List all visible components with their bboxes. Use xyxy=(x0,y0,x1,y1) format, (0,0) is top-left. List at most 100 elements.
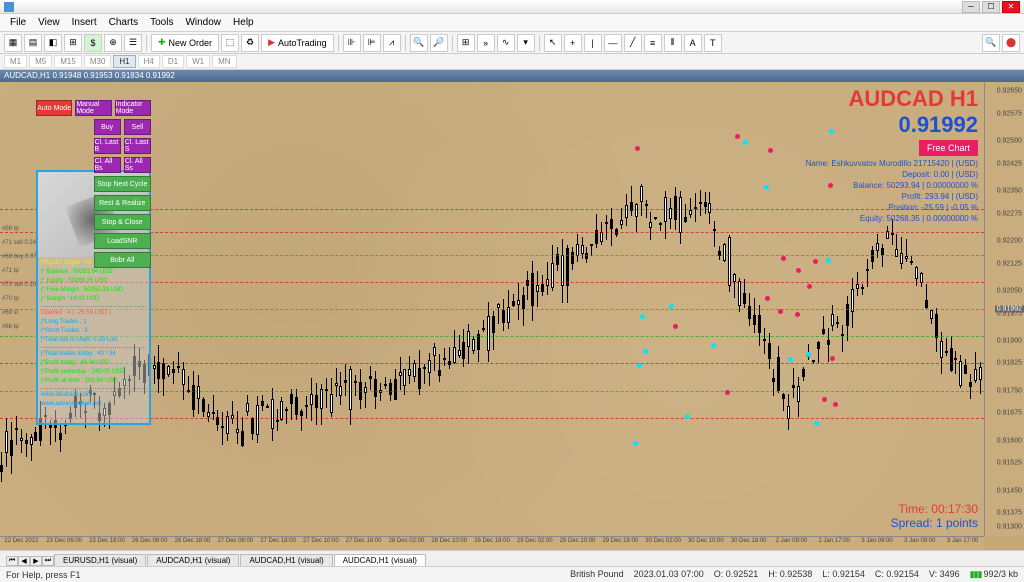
crosshair-icon[interactable]: + xyxy=(564,34,582,52)
chart-line-icon[interactable]: ⩘ xyxy=(383,34,401,52)
chart-area[interactable]: Auto Mode Manual Mode Indicator Mode Buy… xyxy=(0,82,984,536)
chart-tab[interactable]: AUDCAD,H1 (visual) xyxy=(334,554,426,566)
close-button[interactable]: ✕ xyxy=(1002,1,1020,13)
menu-window[interactable]: Window xyxy=(179,15,227,30)
chart-tab[interactable]: AUDCAD,H1 (visual) xyxy=(147,554,239,566)
buy-button[interactable]: Buy xyxy=(94,119,121,135)
fib-icon[interactable]: ⫴ xyxy=(664,34,682,52)
timeframe-bar: M1M5M15M30H1H4D1W1MN xyxy=(0,54,1024,70)
titlebar: ─ ☐ ✕ xyxy=(0,0,1024,14)
menu-view[interactable]: View xyxy=(32,15,66,30)
tab-prev-icon[interactable]: ◀ xyxy=(18,556,30,566)
tab-next-icon[interactable]: ▶ xyxy=(30,556,42,566)
chart-candle-icon[interactable]: ⊫ xyxy=(363,34,381,52)
chart-bar-icon[interactable]: ⊪ xyxy=(343,34,361,52)
tool-icon[interactable]: ⬤ xyxy=(1002,34,1020,52)
app-icon xyxy=(4,2,14,12)
statusbar: For Help, press F1 British Pound 2023.01… xyxy=(0,566,1024,582)
close-last-sell-button[interactable]: Cl. Last S xyxy=(124,138,151,154)
tool-icon[interactable]: ◧ xyxy=(44,34,62,52)
sell-button[interactable]: Sell xyxy=(124,119,151,135)
timeframe-H4[interactable]: H4 xyxy=(138,55,160,68)
toolbar: ▦ ▤ ◧ ⊞ $ ⊕ ☰ New Order ⬚ ♻ AutoTrading … xyxy=(0,32,1024,54)
chart-tab[interactable]: EURUSD,H1 (visual) xyxy=(54,554,146,566)
tool-icon[interactable]: ⬚ xyxy=(221,34,239,52)
window-buttons: ─ ☐ ✕ xyxy=(962,1,1020,13)
menu-help[interactable]: Help xyxy=(227,15,260,30)
status-high: H: 0.92538 xyxy=(768,569,812,580)
account-info: Name: Eshkuvvatov Murodillo 21715420 | (… xyxy=(806,158,978,224)
stop-close-button[interactable]: Stop & Close xyxy=(94,214,152,230)
close-all-sells-button[interactable]: Cl. All Ss xyxy=(124,157,151,173)
timeframe-MN[interactable]: MN xyxy=(212,55,236,68)
ea-panel: Auto Mode Manual Mode Indicator Mode Buy… xyxy=(36,100,151,271)
tab-nav: ⏮ ◀ ▶ ⏭ xyxy=(6,556,54,566)
status-date: 2023.01.03 07:00 xyxy=(634,569,704,580)
manual-mode-button[interactable]: Manual Mode xyxy=(75,100,111,116)
tool-icon[interactable]: 🔍 xyxy=(982,34,1000,52)
free-chart-button[interactable]: Free Chart xyxy=(919,140,978,156)
info-panel-text: |*Equity Target : 68.15 USD |* Balance :… xyxy=(38,257,149,411)
spread-label: Spread: 1 points xyxy=(891,516,978,530)
time-label: Time: 00:17:30 xyxy=(891,502,978,516)
rest-realize-button[interactable]: Rest & Realize xyxy=(94,195,152,211)
tool-icon[interactable]: ⊞ xyxy=(64,34,82,52)
close-all-buys-button[interactable]: Cl. All Bs xyxy=(94,157,121,173)
zoom-in-icon[interactable]: 🔍 xyxy=(410,34,428,52)
status-vol: V: 3496 xyxy=(929,569,960,580)
menu-file[interactable]: File xyxy=(4,15,32,30)
timeframe-W1[interactable]: W1 xyxy=(186,55,210,68)
tool-icon[interactable]: ☰ xyxy=(124,34,142,52)
text-icon[interactable]: A xyxy=(684,34,702,52)
cursor-icon[interactable]: ↖ xyxy=(544,34,562,52)
status-connection: 992/3 kb xyxy=(970,569,1018,580)
load-snr-button[interactable]: LoadSNR xyxy=(94,233,152,249)
timeframe-M15[interactable]: M15 xyxy=(54,55,82,68)
timeframe-D1[interactable]: D1 xyxy=(162,55,184,68)
status-close: C: 0.92154 xyxy=(875,569,919,580)
vline-icon[interactable]: | xyxy=(584,34,602,52)
tool-icon[interactable]: ⊞ xyxy=(457,34,475,52)
tool-icon[interactable]: ∿ xyxy=(497,34,515,52)
symbol-label: AUDCAD H1 xyxy=(806,86,978,112)
stop-next-cycle-button[interactable]: Stop Next Cycle xyxy=(94,176,152,192)
separator xyxy=(452,35,453,51)
menu-charts[interactable]: Charts xyxy=(103,15,144,30)
tool-icon[interactable]: $ xyxy=(84,34,102,52)
hline-icon[interactable]: — xyxy=(604,34,622,52)
timeframe-M1[interactable]: M1 xyxy=(4,55,27,68)
tool-icon[interactable]: ⊕ xyxy=(104,34,122,52)
zoom-out-icon[interactable]: 🔎 xyxy=(430,34,448,52)
close-last-buy-button[interactable]: Cl. Last B xyxy=(94,138,121,154)
left-labels: #58 tp#71 sell 0.24#69 buy 0.07#71 tp#70… xyxy=(2,222,37,334)
tab-first-icon[interactable]: ⏮ xyxy=(6,556,18,566)
tool-icon[interactable]: ♻ xyxy=(241,34,259,52)
chart-tab[interactable]: AUDCAD,H1 (visual) xyxy=(240,554,332,566)
price-label: 0.91992 xyxy=(806,112,978,138)
separator xyxy=(539,35,540,51)
menu-insert[interactable]: Insert xyxy=(66,15,103,30)
tool-icon[interactable]: » xyxy=(477,34,495,52)
bobr-all-button[interactable]: Bobr All xyxy=(94,252,152,268)
menu-tools[interactable]: Tools xyxy=(144,15,179,30)
maximize-button[interactable]: ☐ xyxy=(982,1,1000,13)
new-order-button[interactable]: New Order xyxy=(151,34,219,52)
status-open: O: 0.92521 xyxy=(714,569,759,580)
tool-icon[interactable]: ▾ xyxy=(517,34,535,52)
autotrading-button[interactable]: AutoTrading xyxy=(261,34,334,52)
tool-icon[interactable]: ▤ xyxy=(24,34,42,52)
label-icon[interactable]: T xyxy=(704,34,722,52)
tool-icon[interactable]: ▦ xyxy=(4,34,22,52)
tab-last-icon[interactable]: ⏭ xyxy=(42,556,54,566)
status-pair: British Pound xyxy=(570,569,624,580)
channel-icon[interactable]: ≡ xyxy=(644,34,662,52)
indicator-mode-button[interactable]: Indicator Mode xyxy=(115,100,151,116)
status-low: L: 0.92154 xyxy=(822,569,865,580)
auto-mode-button[interactable]: Auto Mode xyxy=(36,100,72,116)
separator xyxy=(338,35,339,51)
timeframe-M5[interactable]: M5 xyxy=(29,55,52,68)
timeframe-H1[interactable]: H1 xyxy=(113,55,135,68)
trendline-icon[interactable]: ╱ xyxy=(624,34,642,52)
timeframe-M30[interactable]: M30 xyxy=(84,55,112,68)
minimize-button[interactable]: ─ xyxy=(962,1,980,13)
